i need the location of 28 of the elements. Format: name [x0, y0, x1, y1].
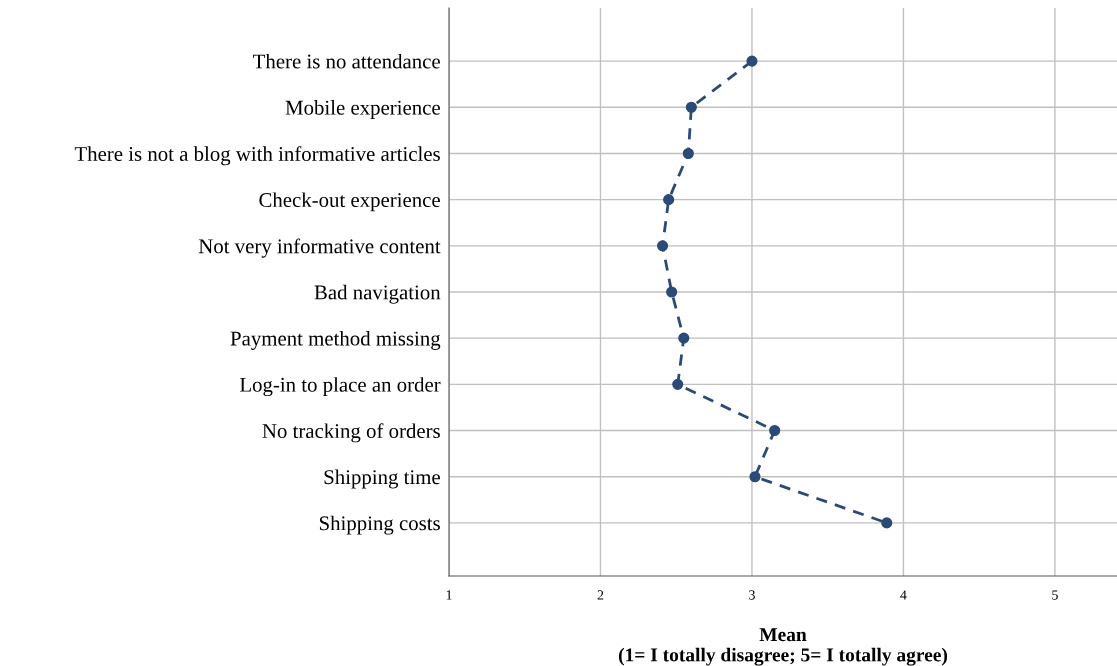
point	[666, 286, 678, 298]
y-tick-label: Shipping time	[324, 469, 440, 489]
point	[663, 194, 675, 206]
y-tick-label: Log-in to place an order	[239, 377, 441, 397]
y-tick-label: Bad navigation	[314, 284, 441, 304]
y-tick-label: There is not a blog with informative articles	[74, 146, 440, 166]
point	[749, 471, 761, 483]
x-tick-label: 4	[900, 590, 907, 600]
point	[672, 378, 684, 390]
y-tick-label: Not very informative content	[198, 238, 441, 258]
x-tick-label: 5	[1052, 590, 1058, 600]
y-tick-label: Shipping costs	[319, 515, 440, 535]
point	[682, 147, 694, 160]
x-tick-label: 2	[597, 590, 604, 600]
y-tick-label: Mobile experience	[285, 100, 440, 119]
point	[678, 332, 690, 344]
x-axis-title: Mean (1= I totally disagree; 5= I totally agree)	[618, 628, 948, 666]
y-tick-label: There is no attendance	[253, 53, 440, 69]
point	[881, 517, 893, 529]
point	[685, 101, 697, 113]
point	[746, 55, 758, 67]
y-tick-label: Payment method missing	[230, 330, 441, 350]
y-tick-label: Check-out experience	[259, 192, 440, 212]
x-tick-label: 3	[749, 590, 755, 600]
x-tick-label: 1	[446, 590, 452, 600]
point	[769, 424, 781, 437]
point	[657, 240, 669, 252]
y-tick-label: No tracking of orders	[262, 423, 440, 443]
